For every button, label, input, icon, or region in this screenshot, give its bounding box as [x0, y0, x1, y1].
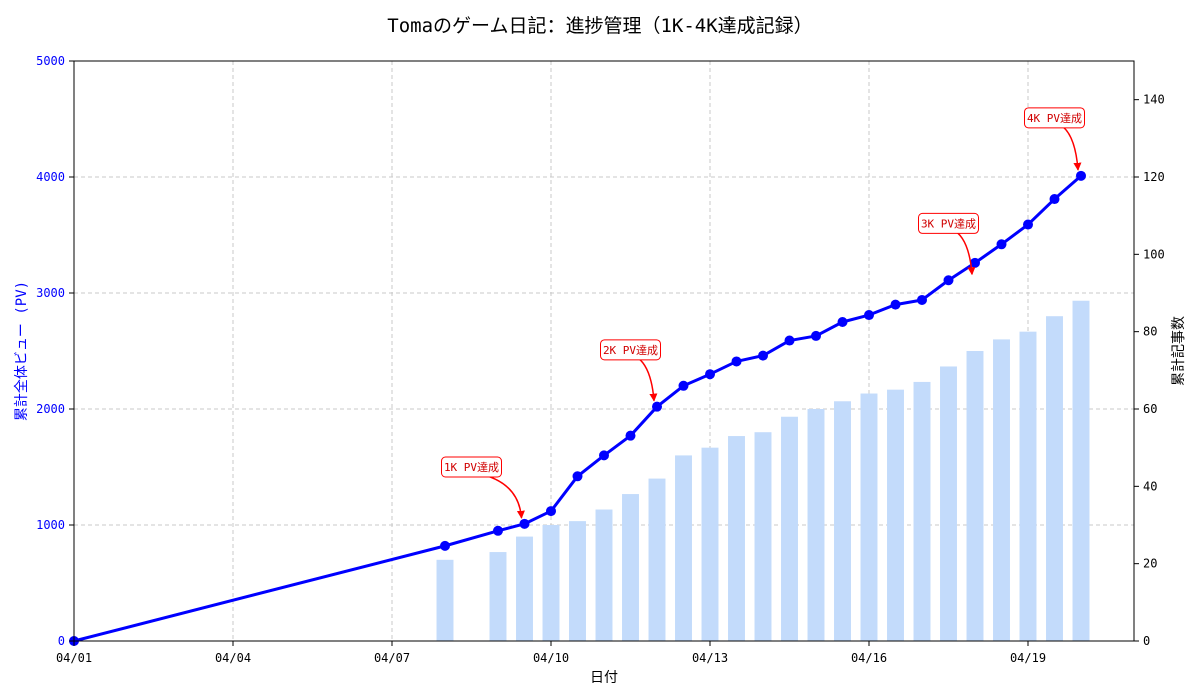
pv-point: [1076, 170, 1086, 181]
pv-point: [837, 317, 848, 327]
bar: [436, 559, 454, 641]
y-left-tick-label: 4000: [36, 170, 65, 184]
x-tick-label: 04/16: [851, 651, 887, 665]
y-right-tick-label: 20: [1143, 557, 1157, 571]
pv-point: [943, 275, 954, 286]
pv-point: [652, 401, 662, 412]
x-tick-label: 04/01: [56, 651, 92, 665]
bar: [1072, 300, 1090, 641]
bar: [675, 455, 692, 641]
chart-title: Tomaのゲーム日記：進捗管理（1K-4K達成記録）: [387, 15, 812, 37]
pv-point: [811, 330, 821, 341]
bar: [807, 409, 825, 641]
pv-point: [864, 310, 874, 321]
y-right-tick-label: 60: [1143, 402, 1157, 416]
pv-point: [731, 356, 742, 367]
x-tick-label: 04/19: [1010, 651, 1046, 665]
annotation-label: 1K PV達成: [444, 461, 499, 474]
y-right-tick-label: 80: [1143, 325, 1157, 339]
y-right-tick-label: 40: [1143, 479, 1157, 493]
line-series: [69, 170, 1086, 646]
pv-point: [1049, 194, 1060, 205]
pv-point: [890, 299, 901, 310]
pv-point: [996, 239, 1007, 250]
bar: [754, 432, 772, 641]
x-axis-label: 日付: [590, 670, 618, 686]
x-tick-label: 04/13: [692, 651, 728, 665]
pv-point: [546, 506, 556, 517]
bar: [834, 401, 851, 641]
pv-point: [678, 380, 689, 391]
annotation-box: [1024, 107, 1085, 129]
bar: [595, 509, 613, 641]
annotation-label: 2K PV達成: [603, 344, 658, 357]
axis-layer: 04/01 04/04 04/07 04/10 04/13 04/16 04/1901000…: [36, 54, 1165, 665]
x-tick-label: 04/04: [215, 651, 251, 665]
pv-point: [705, 369, 715, 380]
y-right-tick-label: 120: [1143, 170, 1165, 184]
bar: [728, 436, 745, 641]
plot-frame: [73, 60, 1135, 642]
y-left-tick-label: 3000: [36, 286, 65, 300]
pv-point: [493, 525, 503, 536]
annotation-box: [441, 456, 502, 478]
bar: [781, 416, 798, 641]
bar: [940, 366, 957, 641]
pv-point: [917, 294, 927, 305]
pv-point: [784, 335, 795, 346]
bar: [887, 389, 904, 641]
annotation-label: 4K PV達成: [1027, 112, 1082, 125]
annotation-label: 3K PV達成: [921, 217, 976, 230]
pv-point: [440, 540, 450, 551]
bar: [542, 525, 560, 641]
y-axis-left-label: 累計全体ビュー (PV): [13, 281, 30, 421]
bar: [701, 447, 719, 641]
bar-series: [436, 300, 1090, 641]
y-right-tick-label: 100: [1143, 247, 1165, 261]
pv-point: [625, 430, 636, 441]
bar: [516, 536, 533, 641]
bar: [966, 351, 984, 641]
y-right-tick-label: 140: [1143, 93, 1165, 107]
annotation-box: [600, 339, 661, 361]
x-tick-label: 04/07: [374, 651, 410, 665]
bar: [622, 494, 639, 641]
bar: [648, 478, 666, 641]
y-left-tick-label: 0: [58, 634, 65, 648]
pv-point: [1023, 219, 1033, 230]
pv-point: [599, 450, 609, 461]
bar: [1019, 331, 1037, 641]
annotation-box: [918, 212, 979, 234]
y-left-tick-label: 5000: [36, 54, 65, 68]
bar: [569, 521, 586, 641]
bar: [913, 381, 931, 641]
annotations-layer: 1K PV達成 2K PV達成 3K PV達成 4K PV達成: [441, 107, 1085, 519]
bar: [489, 552, 507, 641]
bar: [860, 393, 878, 641]
y-left-tick-label: 2000: [36, 402, 65, 416]
pv-point: [970, 257, 980, 268]
pv-point: [519, 518, 530, 529]
bar: [993, 339, 1010, 641]
bar: [1046, 316, 1063, 641]
y-right-tick-label: 0: [1143, 634, 1150, 648]
y-axis-right-label: 累計記事数: [1170, 316, 1187, 386]
pv-point: [758, 350, 768, 361]
pv-point: [572, 471, 583, 482]
x-tick-label: 04/10: [533, 651, 569, 665]
y-left-tick-label: 1000: [36, 518, 65, 532]
